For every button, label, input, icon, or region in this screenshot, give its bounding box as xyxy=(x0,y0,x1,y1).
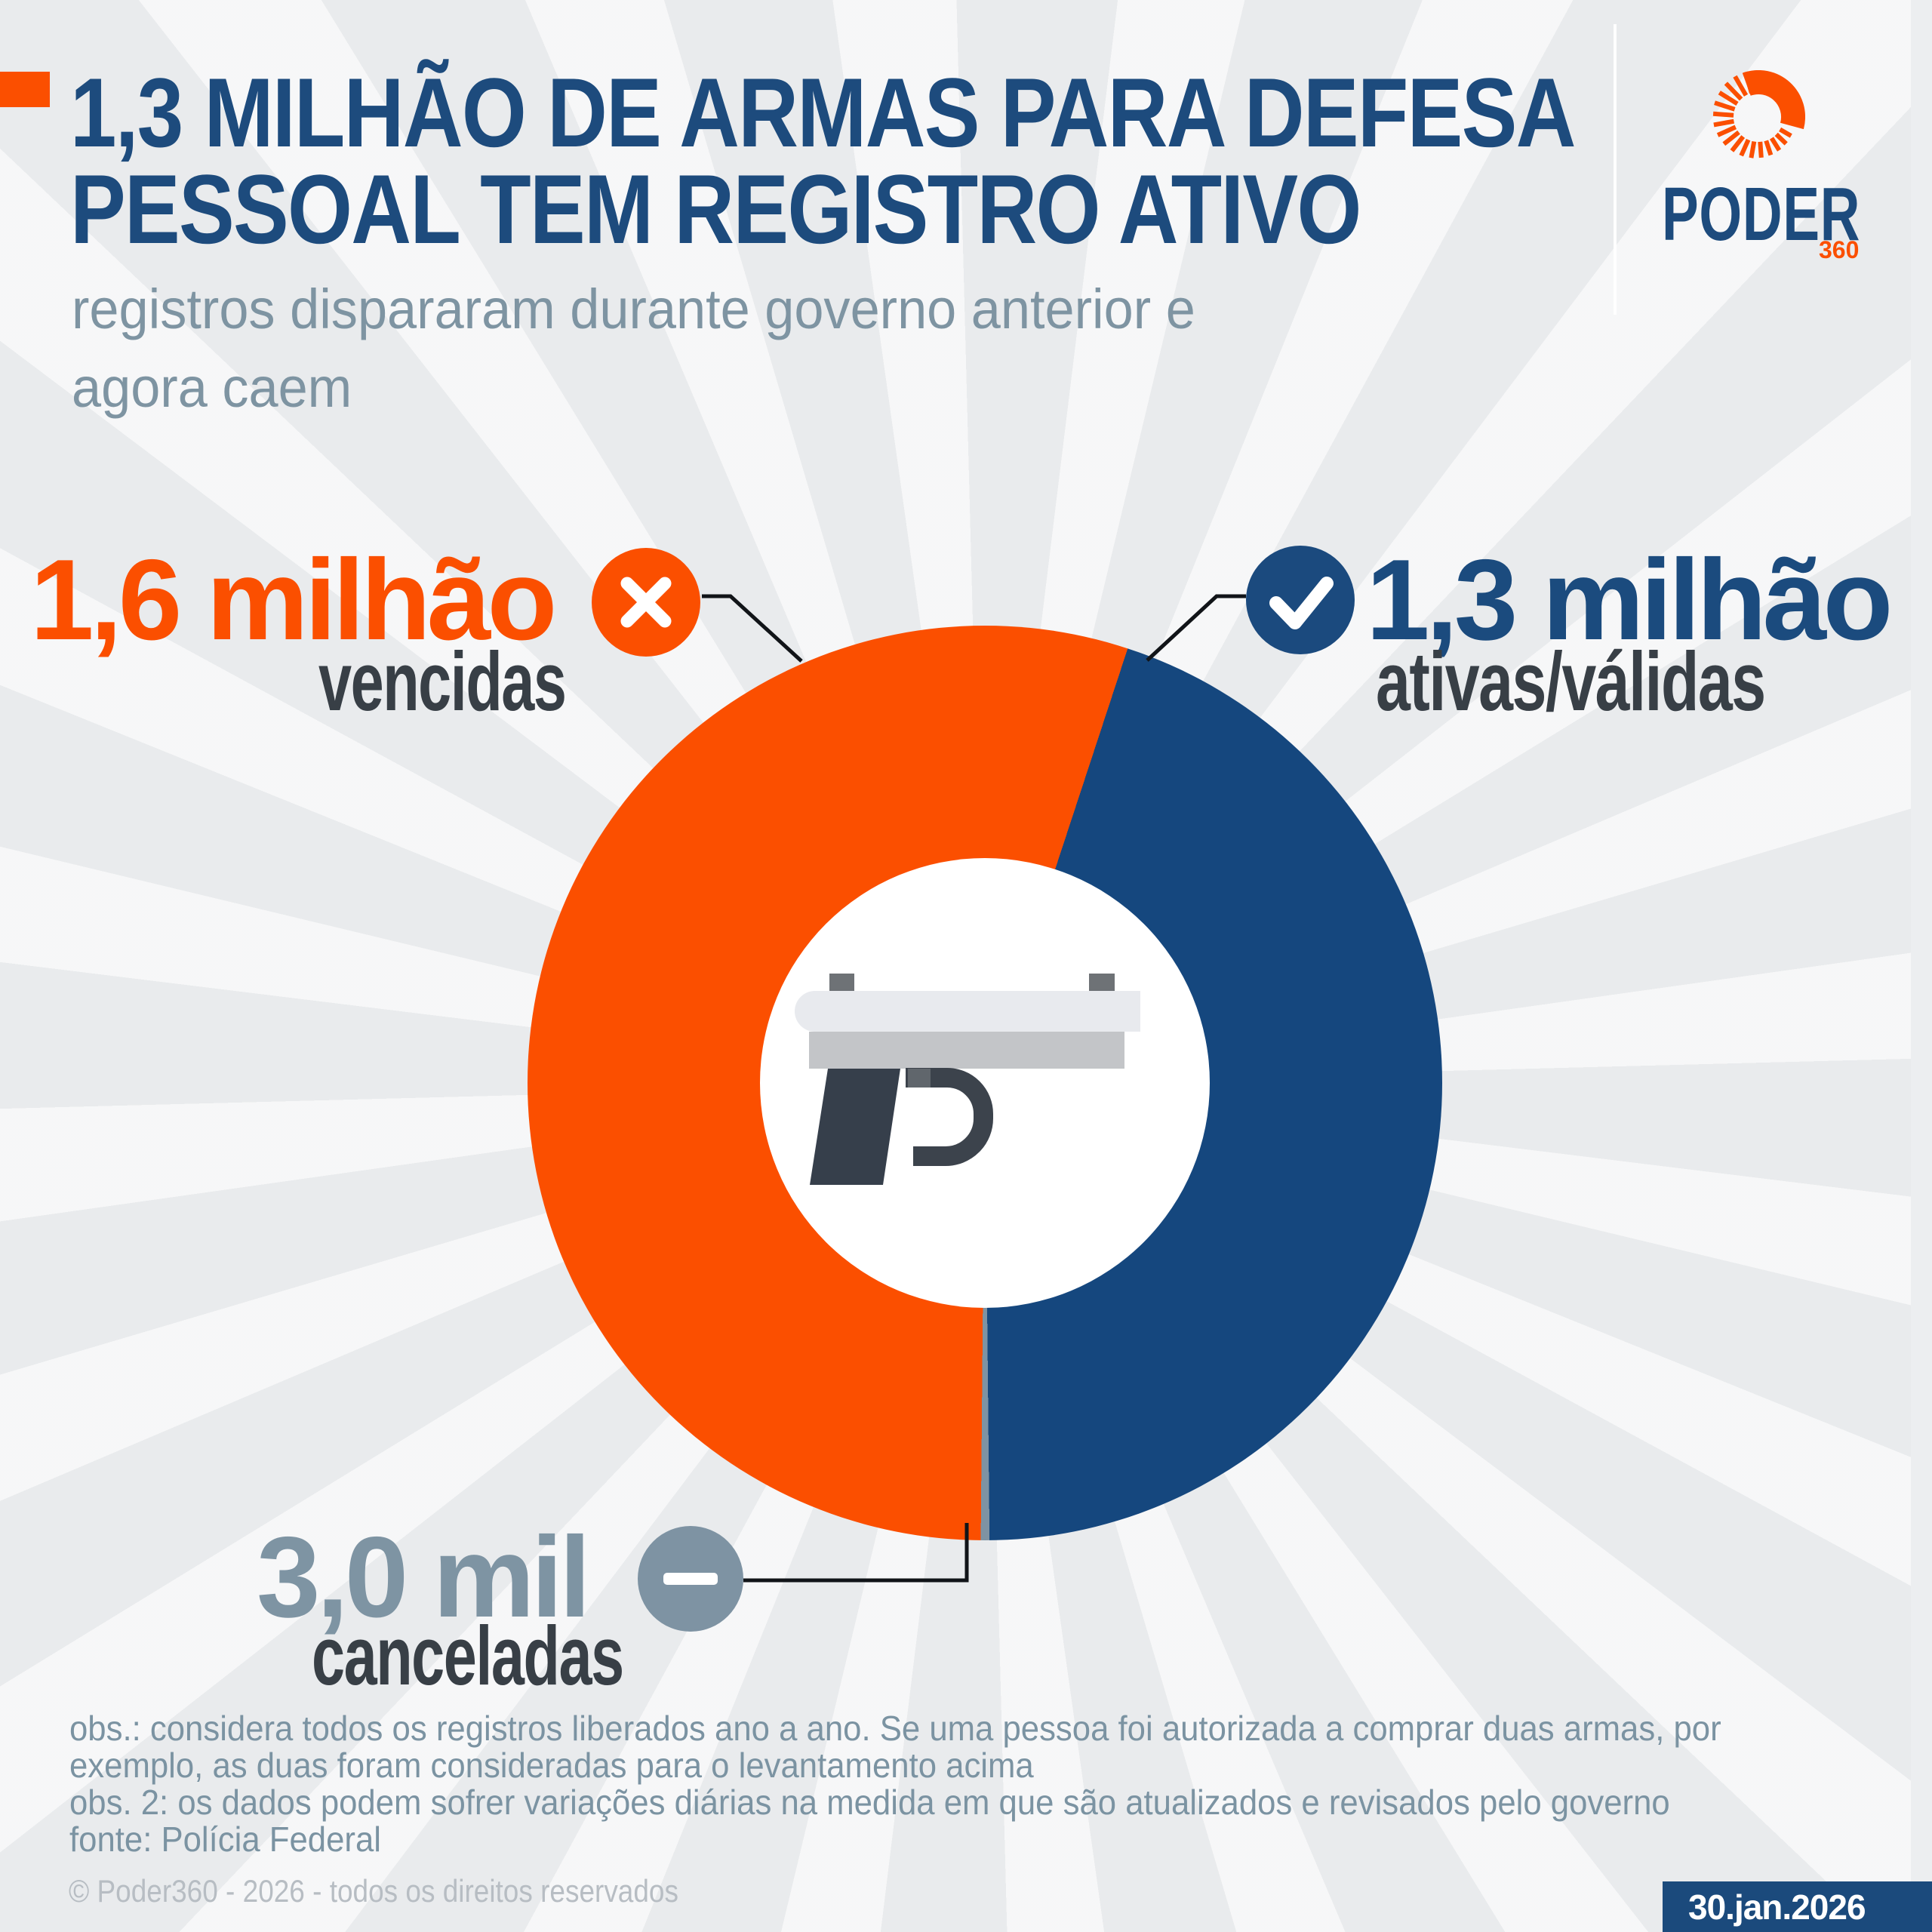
x-badge xyxy=(592,548,700,657)
right-edge-strip xyxy=(1911,0,1932,1932)
check-badge xyxy=(1246,546,1355,654)
logo-wordmark: PODER xyxy=(1662,172,1861,257)
title-accent-marker xyxy=(0,72,50,107)
header-divider xyxy=(1614,24,1617,315)
source-line: fonte: Polícia Federal xyxy=(69,1820,381,1859)
canceladas-value: 3,0 mil xyxy=(257,1513,591,1641)
footnotes: obs.: considera todos os registros liber… xyxy=(69,1710,1808,1858)
page-title: 1,3 MILHÃO DE ARMAS PARA DEFESA PESSOAL … xyxy=(70,57,1576,264)
ativas-caption: ativas/válidas xyxy=(1376,635,1766,728)
poder360-logo: PODER 360 xyxy=(1662,25,1888,274)
vencidas-caption: vencidas xyxy=(318,635,567,728)
page-subtitle: registros dispararam durante governo ant… xyxy=(72,270,1195,427)
date-badge: 30.jan.2026 xyxy=(1663,1881,1932,1932)
page-title-line1: 1,3 MILHÃO DE ARMAS PARA DEFESA xyxy=(70,57,1576,168)
ativas-value: 1,3 milhão xyxy=(1366,536,1893,664)
page-subtitle-line2: agora caem xyxy=(72,356,352,419)
minus-icon xyxy=(663,1573,718,1585)
canceladas-caption: canceladas xyxy=(312,1610,624,1703)
page-title-line2: PESSOAL TEM REGISTRO ATIVO xyxy=(70,154,1361,264)
check-icon xyxy=(1269,577,1334,629)
copyright-text: © Poder360 - 2026 - todos os direitos re… xyxy=(69,1873,678,1909)
footnote-line: obs. 2: os dados podem sofrer variações … xyxy=(69,1783,1670,1822)
minus-badge xyxy=(638,1526,743,1632)
x-icon xyxy=(620,577,672,628)
page-subtitle-line1: registros dispararam durante governo ant… xyxy=(72,278,1195,340)
vencidas-value: 1,6 milhão xyxy=(30,536,557,664)
poder360-sunburst-icon xyxy=(1712,70,1805,158)
date-text: 30.jan.2026 xyxy=(1688,1887,1866,1927)
pistol-icon xyxy=(795,974,1140,1185)
footnote-line: obs.: considera todos os registros liber… xyxy=(69,1709,1721,1748)
logo-360: 360 xyxy=(1819,236,1860,263)
footnote-line: exemplo, as duas foram consideradas para… xyxy=(69,1746,1034,1785)
